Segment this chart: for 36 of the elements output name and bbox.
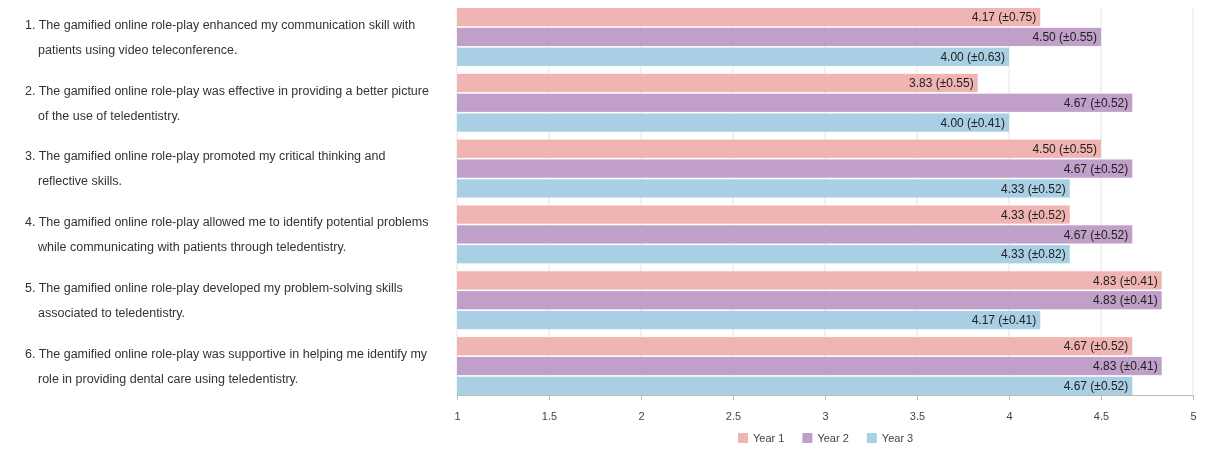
x-tick-label: 3 [822, 409, 829, 422]
data-label: 4.17 (±0.75) [971, 10, 1037, 25]
data-label: 4.67 (±0.52) [1063, 161, 1129, 176]
data-label: 3.83 (±0.55) [909, 76, 974, 91]
x-tick-label: 4.5 [1093, 409, 1110, 422]
y-tick-label: 4. The gamified online role-play allowed me to identify potential problems while communicating with patients through teledentistry. [25, 215, 429, 255]
data-label: 4.83 (±0.41) [1093, 293, 1158, 308]
legend-label: Year 2 [817, 431, 849, 444]
x-tick-label: 4 [1006, 409, 1013, 422]
x-tick-label: 3.5 [909, 409, 926, 422]
x-tick-label: 1 [454, 409, 461, 422]
data-label: 4.83 (±0.41) [1093, 273, 1158, 288]
x-tick-label: 2 [638, 409, 645, 422]
data-label: 4.67 (±0.52) [1063, 95, 1129, 110]
data-label: 4.67 (±0.52) [1063, 379, 1129, 394]
data-label: 4.33 (±0.82) [1001, 247, 1066, 262]
data-label: 4.83 (±0.41) [1093, 359, 1158, 374]
y-tick-label: 3. The gamified online role-play promoted my critical thinking and reflective skills. [25, 149, 386, 189]
data-label: 4.33 (±0.52) [1001, 181, 1066, 196]
x-tick-label: 1.5 [541, 409, 558, 422]
data-label: 4.33 (±0.52) [1001, 207, 1066, 222]
y-tick-label: 5. The gamified online role-play developed my problem-solving skills associated to teledentistry. [25, 281, 403, 321]
y-tick-label: 2. The gamified online role-play was effective in providing a better picture of the use of teledentistry. [25, 83, 429, 123]
x-tick-label: 2.5 [725, 409, 742, 422]
data-label: 4.00 (±0.63) [940, 49, 1005, 64]
y-tick-label: 1. The gamified online role-play enhanced my communication skill with patients using video teleconference. [25, 17, 416, 57]
data-label: 4.67 (±0.52) [1063, 227, 1129, 242]
legend-label: Year 1 [753, 431, 785, 444]
data-label: 4.67 (±0.52) [1063, 339, 1129, 354]
x-tick-label: 5 [1190, 409, 1197, 422]
data-label: 4.50 (±0.55) [1032, 30, 1097, 45]
data-label: 4.17 (±0.41) [971, 313, 1037, 328]
data-label: 4.00 (±0.41) [940, 115, 1005, 130]
y-tick-label: 6. The gamified online role-play was supportive in helping me identify my role in providing dental care using teledentistry. [25, 346, 428, 386]
data-label: 4.50 (±0.55) [1032, 141, 1097, 156]
legend-label: Year 3 [881, 431, 914, 444]
